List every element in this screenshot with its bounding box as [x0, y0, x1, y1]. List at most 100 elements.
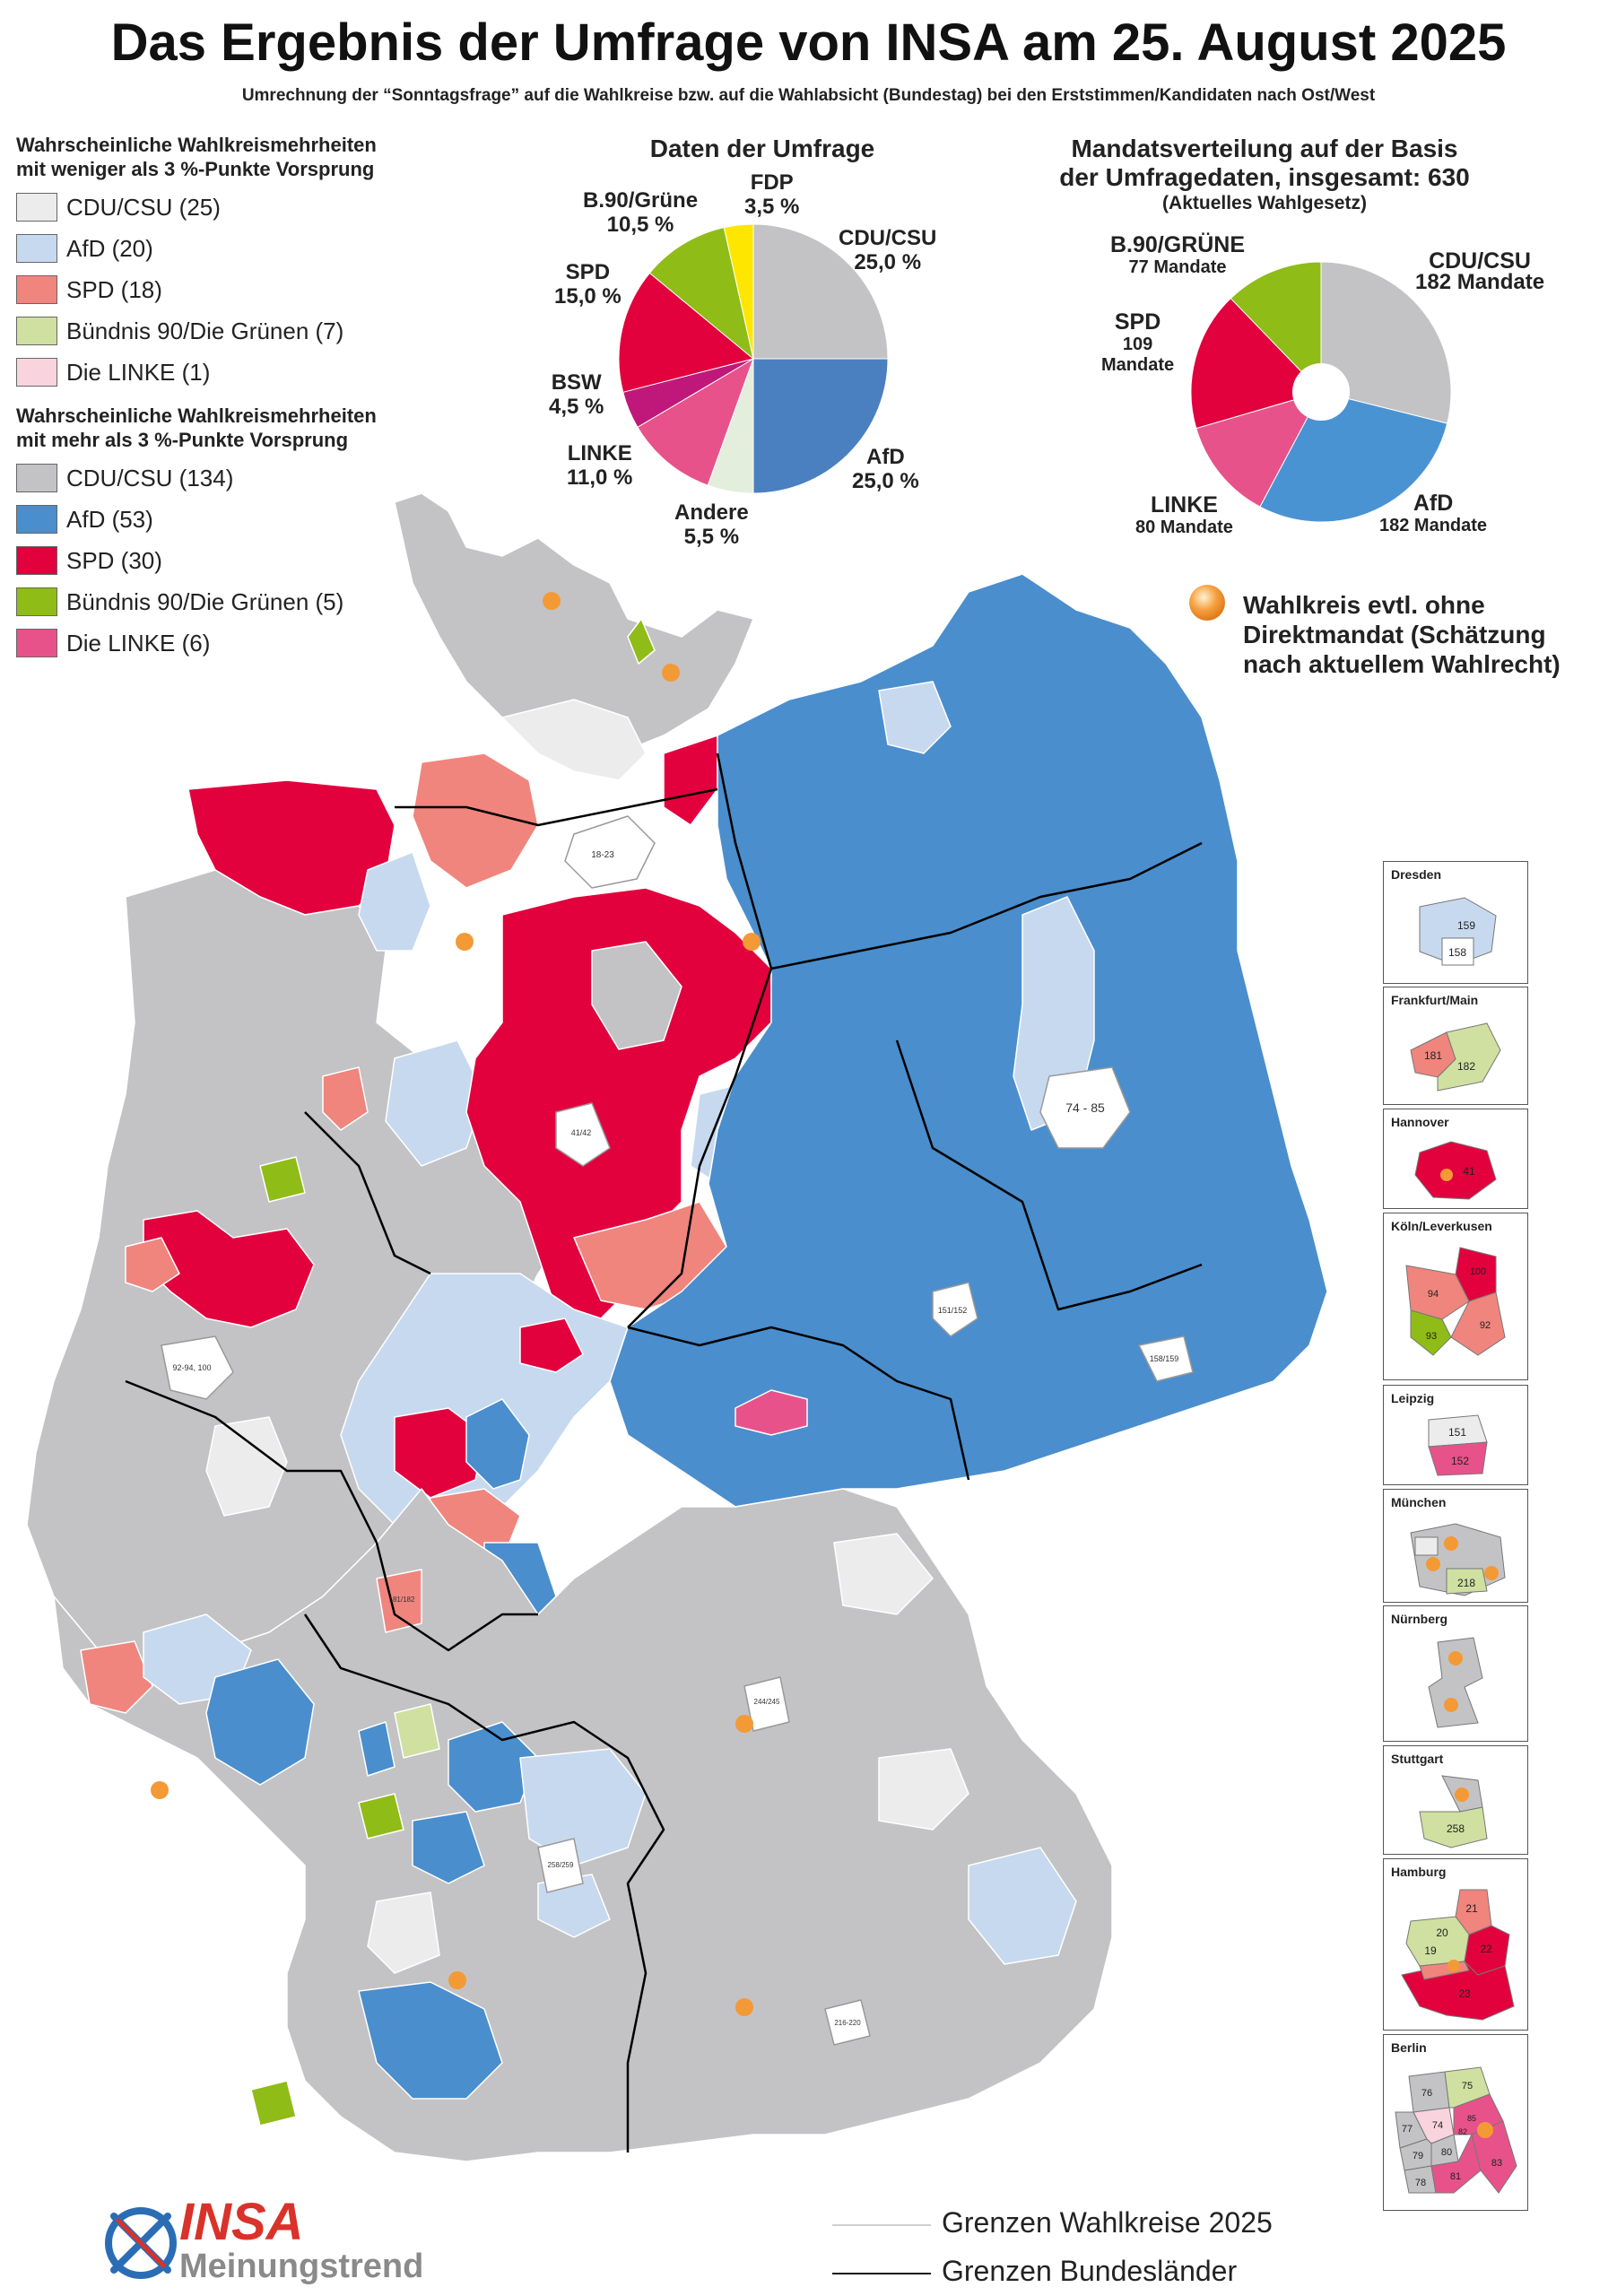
map-label-koeln: 92-94, 100 [172, 1363, 211, 1372]
svg-text:20: 20 [1436, 1926, 1448, 1939]
region-spd-kassel [394, 1407, 485, 1499]
poll-slice-spd [618, 272, 755, 393]
legend-label: CDU/CSU (25) [66, 193, 221, 221]
orange-marker-icon [743, 933, 761, 951]
region-hamburg [564, 815, 656, 889]
legend-label: Bündnis 90/Die Grünen (7) [66, 317, 344, 344]
map-label-nuernberg: 244/245 [754, 1698, 780, 1706]
svg-text:83: 83 [1491, 2158, 1502, 2169]
region-spd-light-ruhr [125, 1237, 180, 1292]
legend-swatch [16, 546, 57, 575]
legend-swatch [16, 275, 57, 304]
legend-label: Die LINKE (6) [66, 629, 211, 657]
legend-swatch [16, 587, 57, 616]
poll-label-fdp: FDP 3,5 % [744, 170, 800, 219]
poll-label-gruene: B.90/Grüne 10,5 % [583, 188, 699, 237]
legend-low-heading-1: Wahrscheinliche Wahlkreismehrheiten [16, 134, 377, 156]
map-label-berlin: 74 - 85 [1065, 1100, 1105, 1115]
legend-swatch [16, 234, 57, 263]
svg-text:82: 82 [1458, 2127, 1467, 2136]
page-subtitle: Umrechnung der “Sonntagsfrage” auf die W… [241, 86, 1376, 105]
legend-item: CDU/CSU (25) [16, 187, 465, 228]
region-cdu-light-hof [833, 1533, 934, 1615]
svg-text:158: 158 [1448, 946, 1466, 959]
legend-label: Die LINKE (1) [66, 358, 211, 386]
inset-leipzig: Leipzig 151 152 [1383, 1385, 1528, 1485]
svg-text:85: 85 [1467, 2114, 1476, 2123]
legend-item: AfD (53) [16, 499, 465, 540]
region-spd-hesse-north [519, 1318, 584, 1373]
region-spd-hamburg-east [663, 735, 718, 826]
region-afd-pfalz [205, 1658, 315, 1786]
region-afd-rhine [358, 1721, 396, 1777]
seats-donut-hole [1292, 363, 1350, 421]
inset-koeln-leverkusen: Köln/Leverkusen 100 94 92 93 [1383, 1213, 1528, 1380]
svg-text:22: 22 [1480, 1943, 1492, 1955]
svg-text:80: 80 [1441, 2147, 1452, 2158]
map-label-hamburg: 18-23 [591, 850, 614, 860]
region-green-karlsruhe [358, 1793, 404, 1839]
legend-item: Bündnis 90/Die Grünen (5) [16, 581, 465, 622]
svg-text:218: 218 [1457, 1577, 1475, 1589]
region-stuttgart [537, 1838, 584, 1893]
legend-swatch [16, 464, 57, 492]
legend-item: Die LINKE (1) [16, 352, 465, 393]
state-border-label: Grenzen Bundesländer [942, 2255, 1238, 2287]
svg-text:152: 152 [1451, 1455, 1469, 1467]
region-cdu-light-bavaria [878, 1748, 969, 1831]
legend-label: SPD (30) [66, 546, 162, 574]
region-afd-hesse [465, 1398, 530, 1490]
seats-slice-afd [1259, 391, 1448, 523]
seats-slice-b-90-gr-ne [1230, 261, 1322, 394]
region-afd-light-west [385, 1039, 485, 1167]
orange-marker-icon [735, 1998, 753, 2016]
region-berlin [1039, 1066, 1131, 1149]
region-afd-swabian-alb [358, 1981, 503, 2100]
map-label-hannover: 41/42 [571, 1128, 592, 1137]
inset-berlin: Berlin 76 75 77 74 82 85 79 80 78 81 83 [1383, 2034, 1528, 2211]
svg-text:181: 181 [1424, 1049, 1442, 1062]
svg-text:41: 41 [1463, 1165, 1475, 1178]
orange-marker-icon [662, 664, 680, 682]
region-afd-bw-mid [412, 1811, 485, 1884]
svg-text:75: 75 [1462, 2081, 1473, 2092]
svg-text:93: 93 [1426, 1331, 1437, 1342]
region-cdu-light-stuttgart [367, 1892, 440, 1974]
region-green-light-heidelberg [394, 1703, 440, 1759]
svg-text:182: 182 [1457, 1060, 1475, 1073]
region-nuernberg [743, 1676, 790, 1732]
legend-item: CDU/CSU (134) [16, 457, 465, 499]
legend-swatch [16, 193, 57, 222]
region-koeln [161, 1335, 234, 1400]
map-label-dresden: 158/159 [1150, 1354, 1179, 1363]
logo-brand: INSA [179, 2193, 304, 2251]
constituency-border-label: Grenzen Wahlkreise 2025 [942, 2206, 1273, 2239]
svg-text:79: 79 [1413, 2151, 1423, 2161]
legend-high-margin: Wahrscheinliche Wahlkreismehrheiten mit … [16, 404, 465, 664]
region-green-muenster [259, 1156, 306, 1203]
region-afd-east [609, 573, 1328, 1508]
orange-marker-icon [735, 1715, 753, 1733]
poll-label-andere: Andere 5,5 % [674, 500, 749, 549]
inset-hannover: Hannover 41 [1383, 1109, 1528, 1209]
map-label-stuttgart: 258/259 [548, 1861, 574, 1869]
legend-high-heading-2: mit mehr als 3 %-Punkte Vorsprung [16, 429, 349, 451]
seats-label-spd: SPD 109 Mandate [1101, 309, 1175, 376]
poll-slice-b-90-gr-ne [648, 227, 754, 361]
state-borders [125, 752, 1203, 2152]
region-spd-light-bremen-north [412, 752, 539, 889]
region-cdu-inner [591, 941, 682, 1050]
svg-text:74: 74 [1432, 2120, 1443, 2131]
orange-marker-icon [543, 592, 561, 610]
poll-label-cdu: CDU/CSU 25,0 % [839, 226, 937, 274]
state-border-sample [832, 2273, 931, 2274]
legend-low-margin: Wahrscheinliche Wahlkreismehrheiten mit … [16, 133, 465, 393]
region-dresden [1138, 1335, 1194, 1382]
poll-slice-afd [752, 358, 889, 494]
map-label-muenchen: 216-220 [834, 2019, 861, 2027]
legend-swatch [16, 629, 57, 657]
orange-marker-icon [456, 933, 474, 951]
poll-pie-chart [618, 223, 889, 494]
orange-marker-icon [1189, 585, 1225, 621]
inset-frankfurt: Frankfurt/Main 181 182 [1383, 987, 1528, 1105]
